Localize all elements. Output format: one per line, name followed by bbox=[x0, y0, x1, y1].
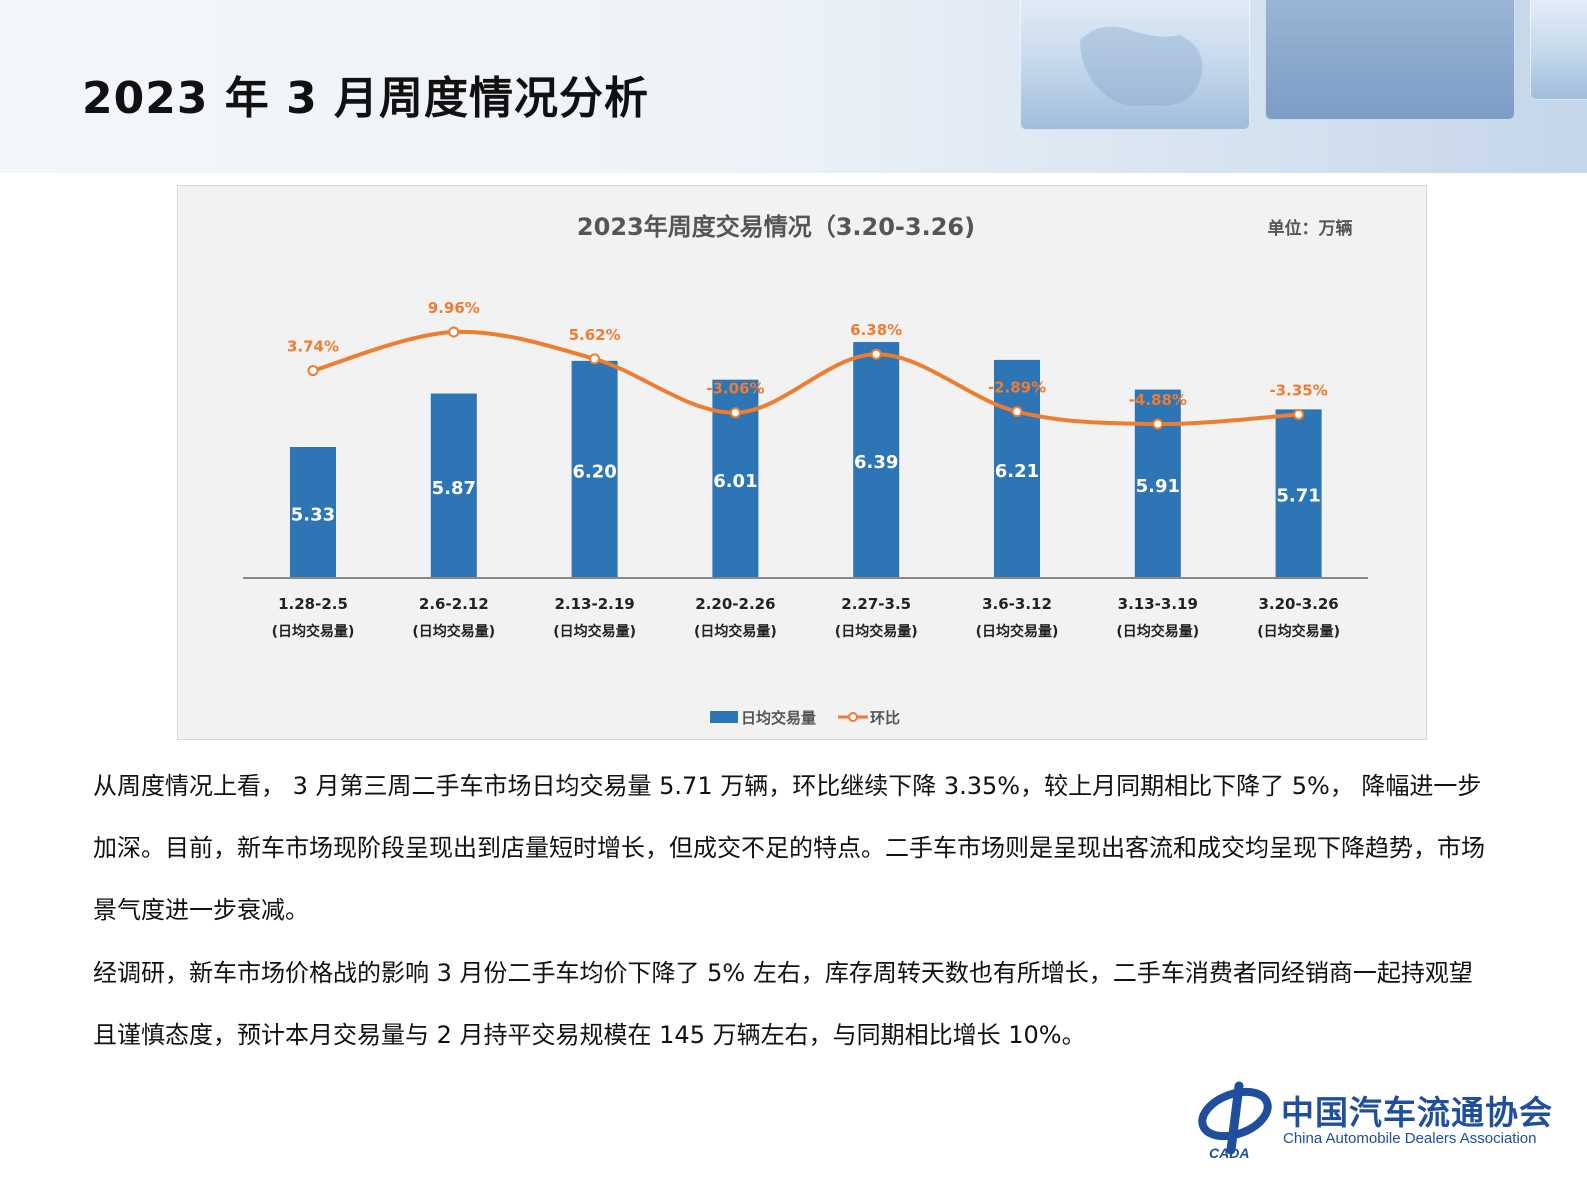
bar-value-label: 5.71 bbox=[1276, 486, 1320, 507]
logo-name-en: China Automobile Dealers Association bbox=[1283, 1130, 1537, 1147]
mom-point bbox=[1011, 406, 1023, 418]
bar-3.6-3.12 bbox=[994, 359, 1040, 578]
x-tick-sublabel: (日均交易量) bbox=[1257, 623, 1340, 640]
bar-value-label: 6.20 bbox=[572, 461, 616, 482]
mom-point bbox=[307, 365, 319, 377]
analysis-paragraph-2: 经调研，新车市场价格战的影响 3 月份二手车均价下降了 5% 左右，库存周转天数… bbox=[93, 959, 1473, 1049]
weekly-trade-chart: 2023年周度交易情况（3.20-3.26) 单位：万辆 5.33 5.87 6.2… bbox=[243, 213, 1368, 727]
chart-legend: 日均交易量 环比 bbox=[710, 709, 900, 727]
bar-1.28-2.5 bbox=[290, 447, 336, 578]
x-tick-sublabel: (日均交易量) bbox=[976, 623, 1059, 640]
mom-value-label: -2.89% bbox=[988, 379, 1046, 397]
mom-value-label: -3.06% bbox=[706, 380, 764, 398]
mom-value-label: 5.62% bbox=[569, 326, 621, 344]
mom-value-label: 3.74% bbox=[287, 338, 339, 356]
world-map-decoration bbox=[1080, 26, 1203, 107]
mom-line bbox=[312, 329, 1299, 427]
bar-3.20-3.26 bbox=[1275, 409, 1322, 578]
page-title: 2023 年 3 月周度情况分析 bbox=[82, 73, 650, 124]
x-tick-label: 3.20-3.26 bbox=[1258, 595, 1338, 613]
legend-bar-swatch bbox=[710, 711, 738, 723]
bar-2.27-3.5 bbox=[853, 342, 900, 578]
chart-unit-label: 单位：万辆 bbox=[1268, 218, 1353, 239]
mom-value-label: 9.96% bbox=[428, 299, 480, 317]
logo-abbr: CADA bbox=[1209, 1145, 1249, 1160]
bar-value-label: 6.21 bbox=[995, 461, 1039, 482]
cada-logo: CADA 中国汽车流通协会 China Automobile Dealers A… bbox=[1195, 1080, 1565, 1161]
mom-point bbox=[1152, 418, 1164, 430]
x-tick-sublabel: (日均交易量) bbox=[412, 623, 495, 640]
x-tick-sublabel: (日均交易量) bbox=[835, 623, 918, 640]
logo-name-cn: 中国汽车流通协会 bbox=[1281, 1093, 1553, 1132]
x-tick-label: 2.27-3.5 bbox=[841, 595, 911, 613]
mom-value-label: 6.38% bbox=[850, 321, 902, 339]
x-tick-label: 2.6-2.12 bbox=[419, 595, 489, 613]
x-tick-sublabel: (日均交易量) bbox=[272, 623, 355, 640]
banner-cube bbox=[1020, 0, 1250, 130]
bar-value-label: 6.39 bbox=[854, 452, 898, 473]
mom-point bbox=[729, 407, 741, 419]
bar-2.6-2.12 bbox=[430, 393, 477, 578]
cada-emblem-icon: CADA bbox=[1198, 1081, 1272, 1161]
banner-cube bbox=[1265, 0, 1515, 120]
bar-value-label: 5.87 bbox=[432, 478, 476, 499]
header-banner: 2023 年 3 月周度情况分析 bbox=[0, 0, 1587, 173]
bar-value-label: 5.33 bbox=[291, 505, 335, 526]
x-tick-label: 3.6-3.12 bbox=[982, 595, 1052, 613]
bar-2.13-2.19 bbox=[571, 360, 618, 578]
x-tick-sublabel: (日均交易量) bbox=[694, 623, 777, 640]
x-tick-label: 1.28-2.5 bbox=[278, 595, 348, 613]
bar-value-label: 5.91 bbox=[1136, 476, 1180, 497]
mom-point bbox=[870, 348, 882, 360]
chart-title: 2023年周度交易情况（3.20-3.26) bbox=[577, 213, 975, 241]
x-tick-label: 2.13-2.19 bbox=[554, 595, 634, 613]
mom-point bbox=[1293, 409, 1305, 421]
x-tick-sublabel: (日均交易量) bbox=[553, 623, 636, 640]
mom-value-label: -3.35% bbox=[1269, 382, 1327, 400]
x-tick-sublabel: (日均交易量) bbox=[1116, 623, 1199, 640]
x-tick-label: 3.13-3.19 bbox=[1118, 595, 1198, 613]
legend-line-marker bbox=[848, 712, 858, 722]
legend-bar-label: 日均交易量 bbox=[741, 709, 816, 727]
mom-point bbox=[448, 326, 460, 338]
chart-panel: 2023年周度交易情况（3.20-3.26) 单位：万辆 5.33 5.87 6.2… bbox=[177, 185, 1427, 740]
legend-line-label: 环比 bbox=[870, 709, 900, 727]
mom-point bbox=[589, 353, 601, 365]
mom-value-label: -4.88% bbox=[1129, 391, 1187, 409]
analysis-paragraph-1: 从周度情况上看， 3 月第三周二手车市场日均交易量 5.71 万辆，环比继续下降… bbox=[93, 772, 1485, 924]
bar-value-label: 6.01 bbox=[713, 471, 757, 492]
banner-cube bbox=[1530, 0, 1587, 100]
x-tick-label: 2.20-2.26 bbox=[695, 595, 775, 613]
